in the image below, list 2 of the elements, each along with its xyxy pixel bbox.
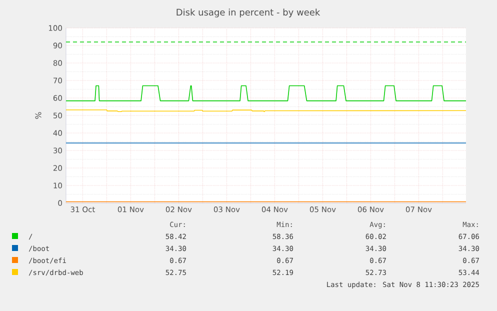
y-axis-title: % [35, 112, 42, 119]
chart-title: Disk usage in percent - by week [176, 8, 320, 18]
